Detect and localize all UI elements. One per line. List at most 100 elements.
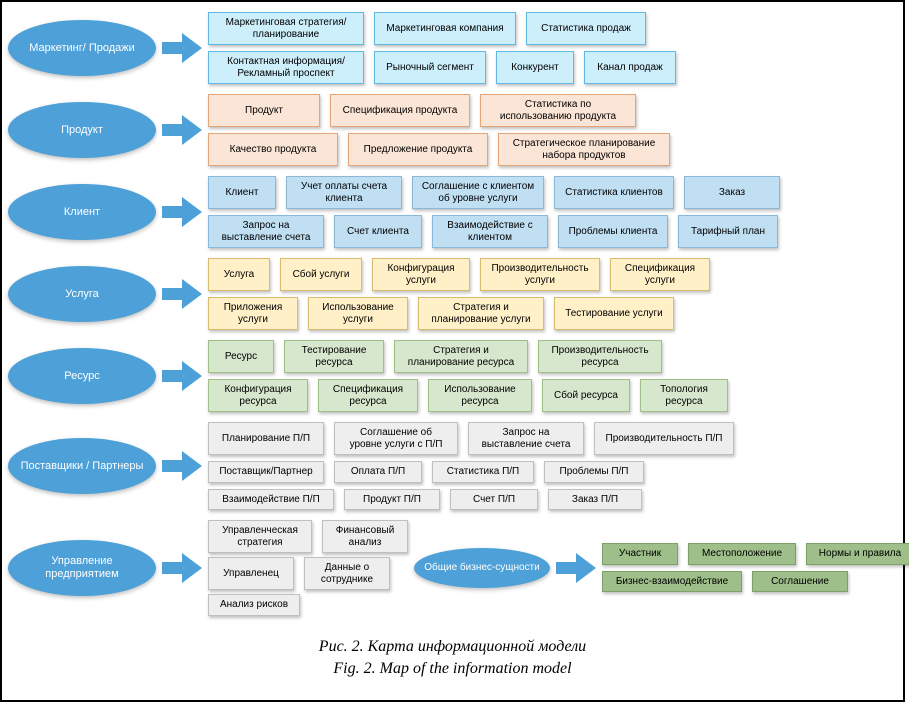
concept-box: Продукт П/П — [344, 489, 440, 511]
concept-box: Стратегия и планирование услуги — [418, 297, 544, 330]
concept-box: Счет клиента — [334, 215, 422, 248]
concept-box: Счет П/П — [450, 489, 538, 511]
concept-box: Конфигурация ресурса — [208, 379, 308, 412]
concept-box: Производительность П/П — [594, 422, 734, 455]
boxes-group: Услуга Сбой услуги Конфигурация услуги Прои… — [208, 258, 897, 330]
box-line: Поставщик/Партнер Оплата П/П Статистика П/… — [208, 461, 897, 483]
category-row: Маркетинг/ ПродажиМаркетинговая стратеги… — [8, 12, 897, 84]
boxes-group: Управленческая стратегия Финансовый анали… — [208, 520, 408, 616]
concept-box: Маркетинговая стратегия/ планирование — [208, 12, 364, 45]
concept-box: Финансовый анализ — [322, 520, 408, 553]
concept-box: Продукт — [208, 94, 320, 127]
boxes-group: РесурсТестирование ресурсаСтратегия и пл… — [208, 340, 897, 412]
concept-box: Соглашение — [752, 571, 848, 593]
concept-box: Услуга — [208, 258, 270, 291]
category-row: Управление предприятием Управленческая ст… — [8, 520, 897, 616]
concept-box: Конкурент — [496, 51, 574, 84]
category-row: РесурсРесурсТестирование ресурсаСтратеги… — [8, 340, 897, 412]
box-line: Запрос на выставление счетаСчет клиентаВ… — [208, 215, 897, 248]
box-line: Маркетинговая стратегия/ планирование Мар… — [208, 12, 897, 45]
concept-box: Учет оплаты счета клиента — [286, 176, 402, 209]
arrow-icon — [556, 553, 596, 583]
category-ellipse: Поставщики / Партнеры — [8, 438, 156, 494]
concept-box: Статистика П/П — [432, 461, 534, 483]
concept-box: Контактная информация/ Рекламный проспек… — [208, 51, 364, 84]
box-line: Продукт Спецификация продукта Статистика п… — [208, 94, 897, 127]
concept-box: Производительность услуги — [480, 258, 600, 291]
sub-group: Общие бизнес-сущностиУчастникМестоположе… — [414, 543, 909, 592]
figure-caption: Рис. 2. Карта информационной модели Fig.… — [8, 636, 897, 681]
boxes-group: Клиент Учет оплаты счета клиента Соглашени… — [208, 176, 897, 248]
concept-box: Данные о сотруднике — [304, 557, 390, 590]
concept-box: Оплата П/П — [334, 461, 422, 483]
box-line: УчастникМестоположениеНормы и правила — [602, 543, 909, 565]
arrow-icon — [162, 279, 202, 309]
box-line: Планирование П/ПСоглашение об уровне усл… — [208, 422, 897, 455]
concept-box: Предложение продукта — [348, 133, 488, 166]
concept-box: Заказ П/П — [548, 489, 642, 511]
category-ellipse: Продукт — [8, 102, 156, 158]
concept-box: Поставщик/Партнер — [208, 461, 324, 483]
caption-ru: Рис. 2. Карта информационной модели — [319, 638, 586, 655]
rows-container: Маркетинг/ ПродажиМаркетинговая стратеги… — [8, 12, 897, 616]
concept-box: Ресурс — [208, 340, 274, 373]
category-ellipse: Ресурс — [8, 348, 156, 404]
box-line: Конфигурация ресурса Спецификация ресурса… — [208, 379, 897, 412]
concept-box: Управленец — [208, 557, 294, 590]
category-row: Продукт Продукт Спецификация продукта Стати… — [8, 94, 897, 166]
box-line: Управленческая стратегия Финансовый анали… — [208, 520, 408, 553]
concept-box: Производительность ресурса — [538, 340, 662, 373]
concept-box: Местоположение — [688, 543, 796, 565]
category-row: КлиентКлиент Учет оплаты счета клиента Сог… — [8, 176, 897, 248]
box-line: Приложения услугиИспользование услугиСтр… — [208, 297, 897, 330]
box-line: Контактная информация/ Рекламный проспек… — [208, 51, 897, 84]
box-line: Управленец Данные о сотруднике — [208, 557, 408, 590]
arrow-icon — [162, 33, 202, 63]
concept-box: Заказ — [684, 176, 780, 209]
box-line: Взаимодействие П/П Продукт П/П Счет П/П Зак… — [208, 489, 897, 511]
concept-box: Качество продукта — [208, 133, 338, 166]
box-line: Клиент Учет оплаты счета клиента Соглашени… — [208, 176, 897, 209]
concept-box: Запрос на выставление счета — [468, 422, 584, 455]
concept-box: Статистика продаж — [526, 12, 646, 45]
concept-box: Соглашение с клиентом об уровне услуги — [412, 176, 544, 209]
concept-box: Конфигурация услуги — [372, 258, 470, 291]
concept-box: Взаимодействие с клиентом — [432, 215, 548, 248]
concept-box: Управленческая стратегия — [208, 520, 312, 553]
concept-box: Взаимодействие П/П — [208, 489, 334, 511]
category-row: Услуга Услуга Сбой услуги Конфигурация услу… — [8, 258, 897, 330]
diagram-frame: Маркетинг/ ПродажиМаркетинговая стратеги… — [0, 0, 905, 702]
boxes-group: УчастникМестоположениеНормы и правилаБиз… — [602, 543, 909, 592]
concept-box: Маркетинговая компания — [374, 12, 516, 45]
box-line: Качество продукта Предложение продукта Стр… — [208, 133, 897, 166]
box-line: Бизнес-взаимодействие Соглашение — [602, 571, 909, 593]
concept-box: Спецификация услуги — [610, 258, 710, 291]
arrow-icon — [162, 115, 202, 145]
arrow-icon — [162, 197, 202, 227]
concept-box: Нормы и правила — [806, 543, 909, 565]
concept-box: Тестирование ресурса — [284, 340, 384, 373]
boxes-group: Планирование П/ПСоглашение об уровне усл… — [208, 422, 897, 510]
category-ellipse: Услуга — [8, 266, 156, 322]
caption-en: Fig. 2. Map of the information model — [333, 660, 571, 677]
concept-box: Статистика по использованию продукта — [480, 94, 636, 127]
concept-box: Рыночный сегмент — [374, 51, 486, 84]
concept-box: Использование услуги — [308, 297, 408, 330]
concept-box: Использование ресурса — [428, 379, 532, 412]
concept-box: Стратегическое планирование набора проду… — [498, 133, 670, 166]
concept-box: Сбой услуги — [280, 258, 362, 291]
concept-box: Спецификация ресурса — [318, 379, 418, 412]
concept-box: Бизнес-взаимодействие — [602, 571, 742, 593]
arrow-icon — [162, 361, 202, 391]
concept-box: Спецификация продукта — [330, 94, 470, 127]
box-line: Услуга Сбой услуги Конфигурация услуги Прои… — [208, 258, 897, 291]
category-row: Поставщики / Партнеры Планирование П/ПСог… — [8, 422, 897, 510]
concept-box: Сбой ресурса — [542, 379, 630, 412]
arrow-icon — [162, 553, 202, 583]
concept-box: Соглашение об уровне услуги с П/П — [334, 422, 458, 455]
category-ellipse: Управление предприятием — [8, 540, 156, 596]
concept-box: Канал продаж — [584, 51, 676, 84]
concept-box: Тарифный план — [678, 215, 778, 248]
concept-box: Тестирование услуги — [554, 297, 674, 330]
concept-box: Клиент — [208, 176, 276, 209]
